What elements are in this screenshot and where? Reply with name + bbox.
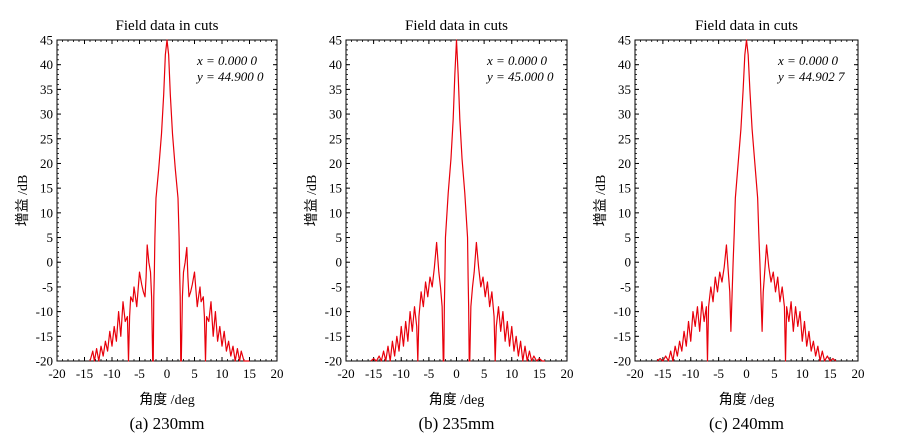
y-tick-label: 30: [618, 107, 631, 122]
y-tick-label: 40: [329, 57, 342, 72]
x-tick-label: 20: [561, 366, 574, 381]
y-tick-label: -5: [620, 279, 631, 294]
y-tick-label: 40: [618, 57, 631, 72]
series-line-gain: [370, 39, 545, 362]
series-line-gain: [656, 39, 837, 362]
x-tick-label: 0: [743, 366, 750, 381]
x-tick-label: -10: [682, 366, 699, 381]
y-tick-label: 45: [40, 33, 53, 48]
cursor-x-readout: x = 0.000 0: [486, 53, 548, 68]
y-axis-label: 增益 /dB: [593, 175, 609, 227]
y-axis-label: 增益 /dB: [15, 175, 31, 227]
x-tick-label: -5: [423, 366, 434, 381]
chart-title: Field data in cuts: [116, 18, 219, 34]
x-tick-label: -10: [103, 366, 120, 381]
y-tick-label: 25: [618, 131, 631, 146]
x-tick-label: 0: [453, 366, 460, 381]
plot-frame: [345, 39, 568, 362]
x-tick-label: -15: [654, 366, 671, 381]
cursor-x-readout: x = 0.000 0: [196, 53, 258, 68]
x-tick-label: -15: [76, 366, 93, 381]
y-tick-label: -5: [42, 279, 53, 294]
chart-title: Field data in cuts: [405, 18, 508, 34]
panel-caption: (c) 240mm: [709, 414, 784, 433]
y-tick-label: -20: [36, 354, 53, 369]
y-tick-label: 15: [40, 181, 53, 196]
x-tick-label: 10: [796, 366, 809, 381]
x-axis-label: 角度 /deg: [429, 392, 485, 408]
x-tick-label: 20: [852, 366, 865, 381]
x-tick-label: -15: [365, 366, 382, 381]
y-tick-label: 25: [40, 131, 53, 146]
x-tick-label: 5: [191, 366, 198, 381]
y-tick-label: 10: [618, 205, 631, 220]
x-tick-label: -5: [134, 366, 145, 381]
y-tick-label: 20: [40, 156, 53, 171]
plot-frame: [56, 39, 278, 362]
x-tick-label: 15: [533, 366, 546, 381]
y-tick-label: 45: [329, 33, 342, 48]
y-tick-label: 5: [336, 230, 343, 245]
cursor-y-readout: y = 44.900 0: [195, 69, 264, 84]
y-tick-label: -20: [614, 354, 631, 369]
cursor-y-readout: y = 44.902 7: [776, 69, 845, 84]
x-axis-label: 角度 /deg: [139, 392, 195, 408]
x-tick-label: -20: [48, 366, 65, 381]
y-tick-label: 20: [329, 156, 342, 171]
y-tick-label: -15: [325, 329, 342, 344]
y-tick-label: 45: [618, 33, 631, 48]
y-tick-label: -10: [36, 304, 53, 319]
y-tick-label: 15: [329, 181, 342, 196]
y-tick-label: -15: [614, 329, 631, 344]
y-tick-label: 30: [329, 107, 342, 122]
series-line-gain: [89, 39, 250, 362]
y-tick-label: 5: [625, 230, 632, 245]
y-tick-label: 5: [47, 230, 54, 245]
x-tick-label: 5: [481, 366, 488, 381]
y-tick-label: 35: [40, 82, 53, 97]
panel-caption: (b) 235mm: [418, 414, 494, 433]
panel-b: -20 -15 -10 -5 0 5 10 15 20 -20 -15 -10 -5 0 5 10 15 20 25…: [304, 18, 574, 433]
panel-c: -20 -15 -10 -5 0 5 10 15 20 -20 -15 -10 -5 0 5 10 15 20 25…: [593, 18, 865, 433]
x-tick-label: 10: [505, 366, 518, 381]
plot-frame: [634, 39, 859, 362]
chart-title: Field data in cuts: [695, 18, 798, 34]
y-tick-label: 35: [618, 82, 631, 97]
x-tick-label: -20: [626, 366, 643, 381]
y-tick-label: 10: [329, 205, 342, 220]
cursor-y-readout: y = 45.000 0: [485, 69, 554, 84]
x-tick-label: -10: [393, 366, 410, 381]
x-tick-label: 20: [271, 366, 284, 381]
x-tick-label: 10: [216, 366, 229, 381]
panel-a: -20 -15 -10 -5 0 5 10 15 20 -20 -15 -10 -5 0 5 10 15 20 25…: [15, 18, 284, 433]
y-tick-label: 0: [47, 255, 54, 270]
y-tick-label: 40: [40, 57, 53, 72]
y-tick-label: 20: [618, 156, 631, 171]
y-axis-label: 增益 /dB: [304, 175, 320, 227]
y-tick-label: 35: [329, 82, 342, 97]
y-tick-label: 30: [40, 107, 53, 122]
cursor-x-readout: x = 0.000 0: [777, 53, 839, 68]
y-tick-label: -10: [614, 304, 631, 319]
y-tick-label: -5: [331, 279, 342, 294]
x-tick-label: 0: [164, 366, 171, 381]
x-tick-label: 5: [771, 366, 778, 381]
x-tick-label: -5: [713, 366, 724, 381]
y-tick-label: -20: [325, 354, 342, 369]
x-tick-label: -20: [337, 366, 354, 381]
y-tick-label: 10: [40, 205, 53, 220]
panel-caption: (a) 230mm: [129, 414, 204, 433]
y-tick-label: 0: [625, 255, 632, 270]
y-tick-label: -10: [325, 304, 342, 319]
y-tick-label: 0: [336, 255, 343, 270]
x-tick-label: 15: [824, 366, 837, 381]
y-tick-label: 25: [329, 131, 342, 146]
x-tick-label: 15: [243, 366, 256, 381]
y-tick-label: -15: [36, 329, 53, 344]
y-tick-label: 15: [618, 181, 631, 196]
x-axis-label: 角度 /deg: [719, 392, 775, 408]
